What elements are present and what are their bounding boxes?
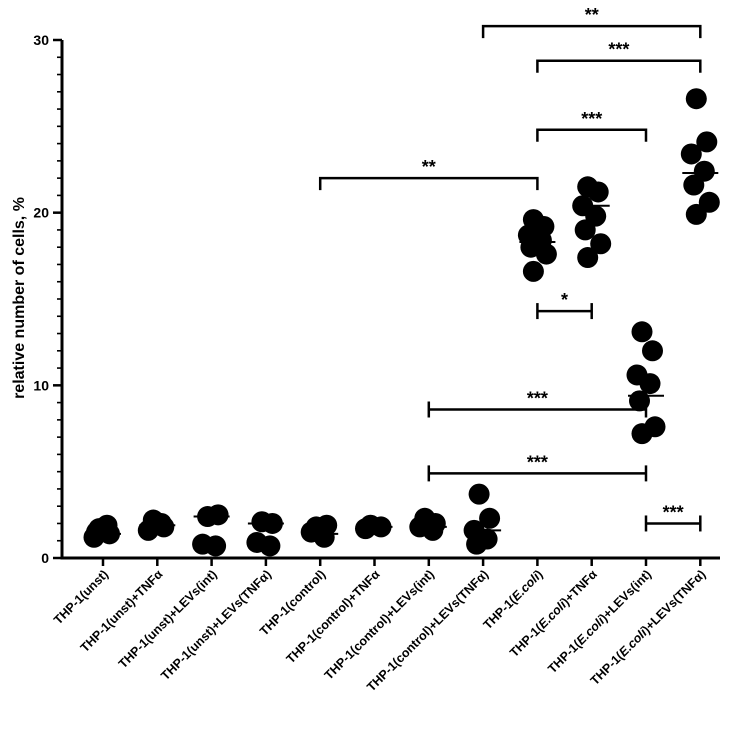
category-label: THP-1(E.coli)+LEVs(int): [545, 567, 654, 676]
data-point: [590, 233, 612, 255]
data-points: [83, 88, 720, 557]
y-tick-label: 30: [33, 32, 49, 48]
significance-bracket: [481, 24, 702, 39]
data-point: [683, 174, 705, 196]
significance-brackets: ********************: [318, 5, 702, 532]
category-label: THP-1(control)+LEVs(int): [322, 567, 437, 682]
category-label-part: THP-1(control)+LEVs(int): [322, 567, 437, 682]
data-point: [207, 504, 229, 526]
data-point: [259, 535, 281, 557]
mean-lines: [85, 171, 719, 535]
data-point: [642, 340, 663, 362]
category-label-part: THP-1(unst)+LEVs(TNFα): [158, 567, 274, 683]
data-point: [468, 483, 490, 505]
data-point: [422, 519, 444, 541]
significance-label: *: [561, 290, 568, 310]
data-point: [629, 390, 650, 412]
significance-bracket: [318, 176, 539, 191]
category-label-part: )+LEVs(int): [597, 567, 654, 624]
data-point: [631, 423, 653, 445]
data-point: [466, 533, 488, 555]
data-point: [479, 507, 501, 529]
data-point: [86, 521, 107, 543]
significance-label: ***: [608, 40, 629, 60]
data-point: [685, 88, 707, 110]
data-point: [587, 181, 609, 203]
data-point: [574, 219, 596, 241]
significance-label: ***: [527, 389, 548, 409]
y-tick-label: 10: [33, 377, 49, 393]
significance-label: **: [422, 157, 436, 177]
category-label-part: )+TNFα: [559, 567, 600, 608]
category-label-part: THP-1(control)+TNFα: [284, 567, 383, 666]
category-label: THP-1(E.coli)+LEVs(TNFα): [588, 567, 709, 688]
data-point: [150, 512, 172, 534]
data-point: [205, 535, 227, 557]
data-point: [577, 247, 599, 269]
category-label: THP-1(unst): [51, 567, 111, 627]
category-label: THP-1(unst)+LEVs(TNFα): [158, 567, 274, 683]
significance-bracket: [536, 128, 648, 142]
data-point: [355, 518, 376, 540]
data-point: [696, 131, 718, 153]
significance-label: ***: [663, 502, 684, 522]
axes: 0 10 20 30: [33, 32, 720, 566]
data-point: [522, 260, 544, 282]
significance-bracket: [536, 59, 702, 73]
y-tick-label: 20: [33, 205, 49, 221]
y-tick-label: 0: [41, 550, 49, 566]
data-point: [313, 526, 335, 548]
data-point: [680, 143, 702, 165]
data-point: [535, 243, 557, 265]
significance-label: **: [585, 5, 599, 25]
category-label: THP-1(control)+TNFα: [284, 567, 383, 666]
category-label-part: THP-1(unst)+LEVs(int): [116, 567, 220, 671]
category-label: THP-1(unst)+LEVs(int): [116, 567, 220, 671]
significance-label: ***: [527, 452, 548, 472]
data-point: [639, 373, 661, 395]
significance-label: ***: [581, 109, 602, 129]
category-label-part: THP-1(unst): [51, 567, 111, 627]
data-point: [631, 321, 653, 343]
category-labels: THP-1(unst)THP-1(unst)+TNFαTHP-1(unst)+L…: [51, 567, 708, 694]
y-axis-label: relative number of cells, %: [11, 197, 28, 399]
data-point: [685, 203, 707, 225]
